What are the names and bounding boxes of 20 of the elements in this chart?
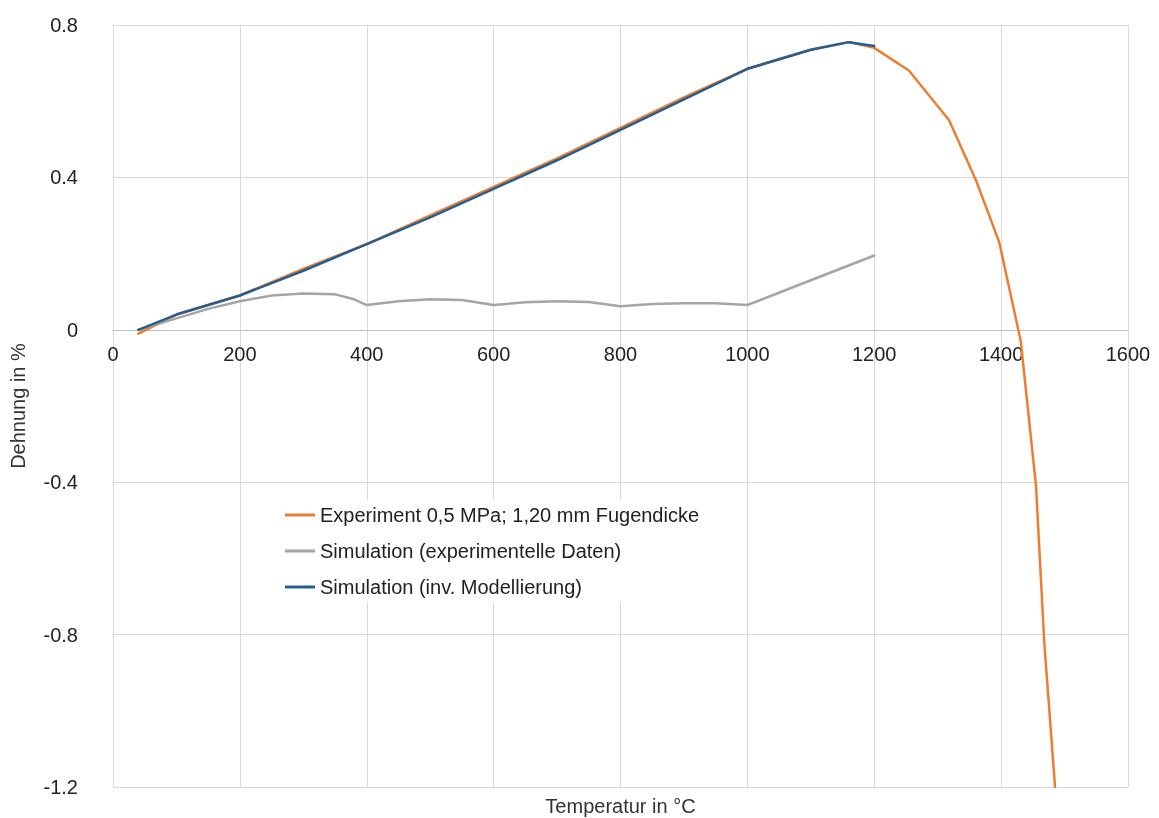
y-tick-label: 0.8 xyxy=(50,14,78,36)
x-tick-label: 600 xyxy=(476,342,511,365)
y-axis-title: Dehnung in % xyxy=(7,342,29,469)
legend-label: Simulation (inv. Modellierung) xyxy=(320,576,582,598)
x-tick-label: 0 xyxy=(107,342,119,365)
y-tick-label: -0.4 xyxy=(43,471,78,494)
x-tick-label: 200 xyxy=(223,342,257,365)
x-tick-label: 800 xyxy=(603,342,638,365)
line-series xyxy=(137,40,876,332)
x-tick-label: 1000 xyxy=(725,342,770,365)
y-tick-label: -1.2 xyxy=(43,776,78,798)
x-tick-label: 400 xyxy=(350,342,384,365)
legend-label: Simulation (experimentelle Daten) xyxy=(320,540,622,562)
legend-label: Experiment 0,5 MPa; 1,20 mm Fugendicke xyxy=(320,504,700,526)
y-tick-label: 0.4 xyxy=(50,166,78,189)
x-axis-title: Temperatur in °C xyxy=(545,794,696,817)
y-tick-label: -0.8 xyxy=(43,623,78,646)
y-tick-label: 0 xyxy=(66,318,78,341)
x-tick-label: 1200 xyxy=(852,342,897,365)
x-tick-label: 1600 xyxy=(1105,342,1151,365)
